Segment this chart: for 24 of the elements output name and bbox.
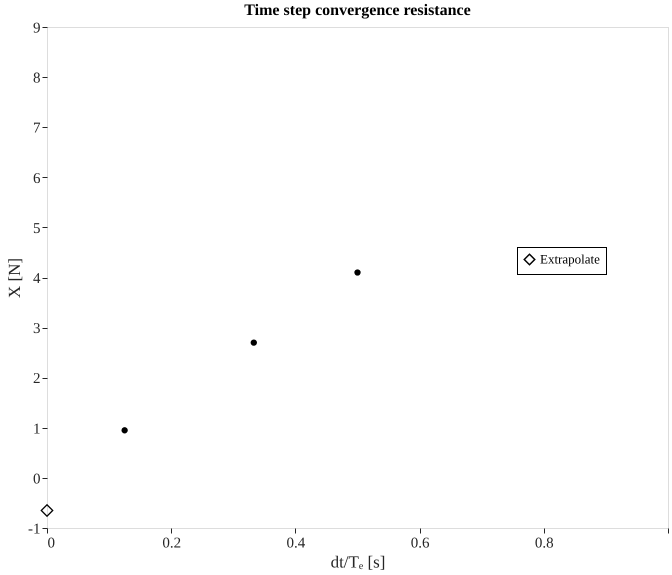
chart-title: Time step convergence resistance (244, 2, 471, 19)
y-tick-label: -1 (28, 522, 40, 538)
y-tick-label: 8 (33, 70, 40, 87)
y-tick-label: 9 (33, 20, 40, 36)
x-tick-label: 0.4 (286, 536, 306, 552)
y-tick-label: 6 (33, 170, 41, 187)
y-tick-label: 5 (33, 220, 40, 237)
legend-label: Extrapolate (540, 252, 600, 266)
y-tick-label: 4 (33, 271, 41, 287)
y-tick-label: 2 (33, 371, 40, 388)
point (121, 427, 128, 434)
x-tick-label: 0.2 (162, 536, 182, 552)
y-axis-title: X [N] (5, 258, 24, 298)
point (354, 269, 361, 276)
y-tick-label: 3 (33, 321, 40, 338)
x-tick-label: 0.6 (410, 536, 430, 552)
x-axis-title: dt/Tₑ [s] (330, 552, 386, 572)
y-tick-label: 7 (33, 120, 41, 137)
y-tick-label: 1 (33, 421, 40, 438)
point (250, 339, 257, 346)
y-tick-label: 0 (33, 471, 40, 488)
x-tick-label: 0.8 (534, 536, 554, 552)
point (40, 504, 54, 517)
x-tick-label: 0 (48, 536, 55, 552)
